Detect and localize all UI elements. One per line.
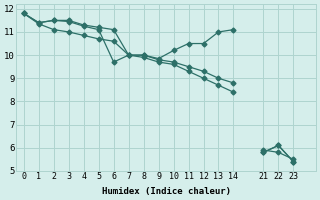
- X-axis label: Humidex (Indice chaleur): Humidex (Indice chaleur): [101, 187, 231, 196]
